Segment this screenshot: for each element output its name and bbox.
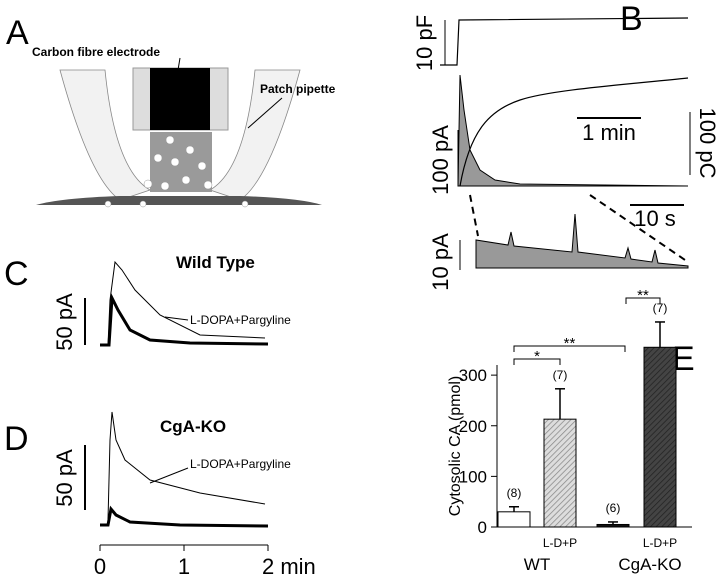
panel-title: CgA-KO (160, 417, 226, 436)
y-tick-label: 0 (478, 518, 487, 537)
n-label: (7) (553, 368, 568, 382)
n-label: (7) (653, 301, 668, 315)
scale-label: 10 pA (428, 233, 453, 291)
zoom-trace (475, 213, 689, 269)
significance-bracket (513, 358, 561, 365)
scale-label: 1 min (582, 120, 636, 145)
control-trace (100, 292, 269, 347)
significance-bracket (513, 345, 626, 352)
y-tick-label: 100 (459, 467, 487, 486)
amperometric-trace (457, 74, 689, 187)
pipette-label: Patch pipette (260, 82, 336, 96)
bar (543, 418, 577, 528)
bar (596, 523, 630, 528)
electrode-label: Carbon fibre electrode (32, 45, 160, 59)
significance-label: ** (564, 335, 576, 352)
scale-label: 100 pC (695, 108, 720, 179)
y-axis-label: Cytosolic CA (pmol) (447, 376, 464, 516)
n-label: (8) (507, 486, 522, 500)
zoom-line (589, 194, 689, 263)
control-trace (100, 505, 269, 528)
trace-label: L-DOPA+Pargyline (190, 313, 291, 327)
x-tick-label: L-D+P (543, 536, 577, 550)
scale-label: 100 pA (428, 125, 453, 195)
capacitance-trace (440, 17, 689, 66)
n-label: (6) (606, 501, 621, 515)
scale-label: 10 pF (412, 15, 437, 71)
trace-label: L-DOPA+Pargyline (190, 457, 291, 471)
x-tick-label: L-D+P (643, 536, 677, 550)
panel-label: D (4, 420, 29, 458)
x-tick-label: 2 min (262, 554, 316, 579)
significance-bracket (625, 297, 661, 304)
y-tick-label: 200 (459, 417, 487, 436)
ldopa-trace (107, 411, 266, 521)
scale-label: 10 s (634, 206, 676, 231)
bar (643, 346, 677, 528)
scale-label: 50 pA (52, 293, 77, 351)
bar (497, 511, 531, 528)
group-label: WT (524, 555, 550, 574)
x-tick-label: 1 (178, 554, 190, 579)
y-tick-label: 300 (459, 366, 487, 385)
ldopa-trace (107, 260, 266, 346)
zoom-line (469, 194, 479, 237)
significance-label: * (534, 348, 540, 365)
panel-label: C (4, 255, 29, 293)
panel-title: Wild Type (176, 253, 255, 272)
panel-label: E (672, 340, 695, 378)
charge-trace (459, 77, 689, 187)
scale-label: 50 pA (52, 449, 77, 507)
label-line (149, 467, 189, 484)
significance-label: ** (637, 287, 649, 304)
panel-label: A (6, 14, 29, 52)
x-tick-label: 0 (94, 554, 106, 579)
patch-diagram (36, 57, 322, 208)
label-line (164, 316, 189, 321)
group-label: CgA-KO (618, 555, 681, 574)
